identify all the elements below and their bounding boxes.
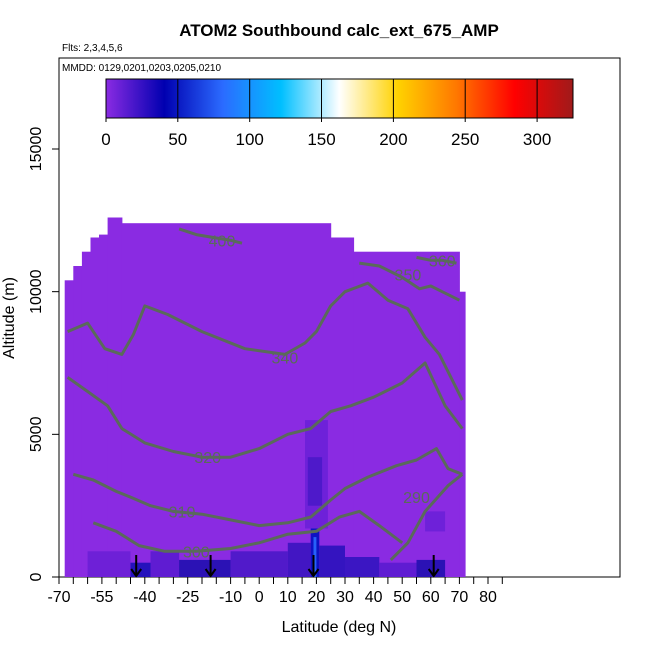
profile-arrow-head: [204, 568, 217, 578]
y-axis-label: Altitude (m): [1, 277, 18, 359]
colorbar-tick-label: 0: [101, 130, 110, 149]
x-tick-label: -40: [133, 589, 156, 606]
contour-line-350: [359, 261, 461, 302]
y-tick-label: 5000: [28, 416, 45, 452]
heatmap-cell: [179, 559, 231, 577]
contour-label-400: 400: [209, 233, 236, 250]
heatmap-cell: [313, 537, 317, 577]
x-axis-label: Latitude (deg N): [282, 619, 397, 636]
heatmap-column: [353, 251, 417, 577]
profile-arrow-head: [427, 568, 440, 578]
heatmap-column: [81, 251, 91, 577]
x-tick-label: 10: [279, 589, 297, 606]
x-tick-label: -10: [219, 589, 242, 606]
colorbar-tick-label: 200: [379, 130, 407, 149]
heatmap-cell: [307, 457, 323, 506]
contour-label-360: 360: [429, 253, 456, 270]
colorbar-tick-label: 100: [236, 130, 264, 149]
x-tick-label: 0: [255, 589, 264, 606]
contour-label-340: 340: [272, 350, 299, 367]
plot-area: 290 300 310 320 340 350 360 400 MMDD: 0129,0201…: [58, 57, 621, 578]
x-tick-label: -70: [47, 589, 70, 606]
colorbar-tick-label: 50: [168, 130, 187, 149]
x-tick-label: 50: [393, 589, 411, 606]
colorbar-tick-label: 300: [523, 130, 551, 149]
heatmap-column: [64, 280, 74, 577]
heatmap-column: [121, 223, 332, 577]
x-tick-label: 70: [451, 589, 469, 606]
profile-arrow-head: [130, 568, 143, 578]
x-tick-label: 60: [422, 589, 440, 606]
y-tick-label: 15000: [28, 127, 45, 172]
heatmap-cell: [379, 562, 417, 577]
heatmap-cell: [345, 557, 380, 577]
heatmap-column: [107, 217, 123, 577]
flights-label: Flts: 2,3,4,5,6: [62, 43, 123, 54]
heatmap-column: [90, 237, 100, 577]
heatmap-cell: [416, 559, 446, 577]
colorbar-tick-label: 250: [451, 130, 479, 149]
y-axis: 0 5000 10000 15000: [28, 127, 59, 581]
contour-line-320: [66, 361, 464, 459]
isentrope-contours: 290 300 310 320 340 350 360 400: [66, 227, 464, 561]
contour-label-290: 290: [403, 490, 430, 507]
heatmap-cell: [287, 542, 311, 577]
heatmap-cell: [425, 511, 446, 532]
chart-title: ATOM2 Southbound calc_ext_675_AMP: [179, 21, 499, 40]
colorbar: 0 50 100 150 200 250 300: [101, 78, 574, 149]
contour-line-310: [72, 447, 463, 528]
dates-label: MMDD: 0129,0201,0203,0205,0210: [62, 63, 221, 74]
colorbar-gradient: [105, 78, 574, 119]
contour-line-400: [178, 227, 243, 245]
heatmap-cell: [150, 551, 180, 577]
heatmap-column: [459, 291, 466, 577]
heatmap-cell: [87, 551, 131, 577]
profile-arrow-head: [307, 568, 320, 578]
x-tick-label: 40: [365, 589, 383, 606]
y-tick-label: 10000: [28, 269, 45, 314]
x-tick-label: 30: [336, 589, 354, 606]
contour-label-320: 320: [194, 450, 221, 467]
x-tick-label: 80: [479, 589, 497, 606]
contour-label-350: 350: [395, 268, 422, 285]
colorbar-ticks: 0 50 100 150 200 250 300: [101, 79, 551, 149]
profile-markers: [130, 555, 440, 578]
contour-line-340: [67, 281, 464, 401]
heatmap-field: [64, 217, 466, 577]
contour-label-300: 300: [183, 544, 210, 561]
heatmap-column: [73, 266, 83, 577]
x-tick-label: -55: [90, 589, 113, 606]
heatmap-cell: [230, 551, 288, 577]
contour-line-300: [92, 509, 404, 553]
x-tick-label: -25: [176, 589, 199, 606]
colorbar-tick-label: 150: [307, 130, 335, 149]
contour-line-360: [416, 255, 457, 265]
x-axis: -70 -55 -40 -25 -10 0 10 20 30 40 50 60 70 80: [47, 577, 503, 606]
heatmap-column: [99, 234, 109, 577]
contour-line-290: [389, 473, 464, 561]
contour-label-310: 310: [169, 504, 196, 521]
x-tick-label: 20: [308, 589, 326, 606]
heatmap-cell: [319, 545, 345, 577]
y-tick-label: 0: [28, 572, 45, 581]
